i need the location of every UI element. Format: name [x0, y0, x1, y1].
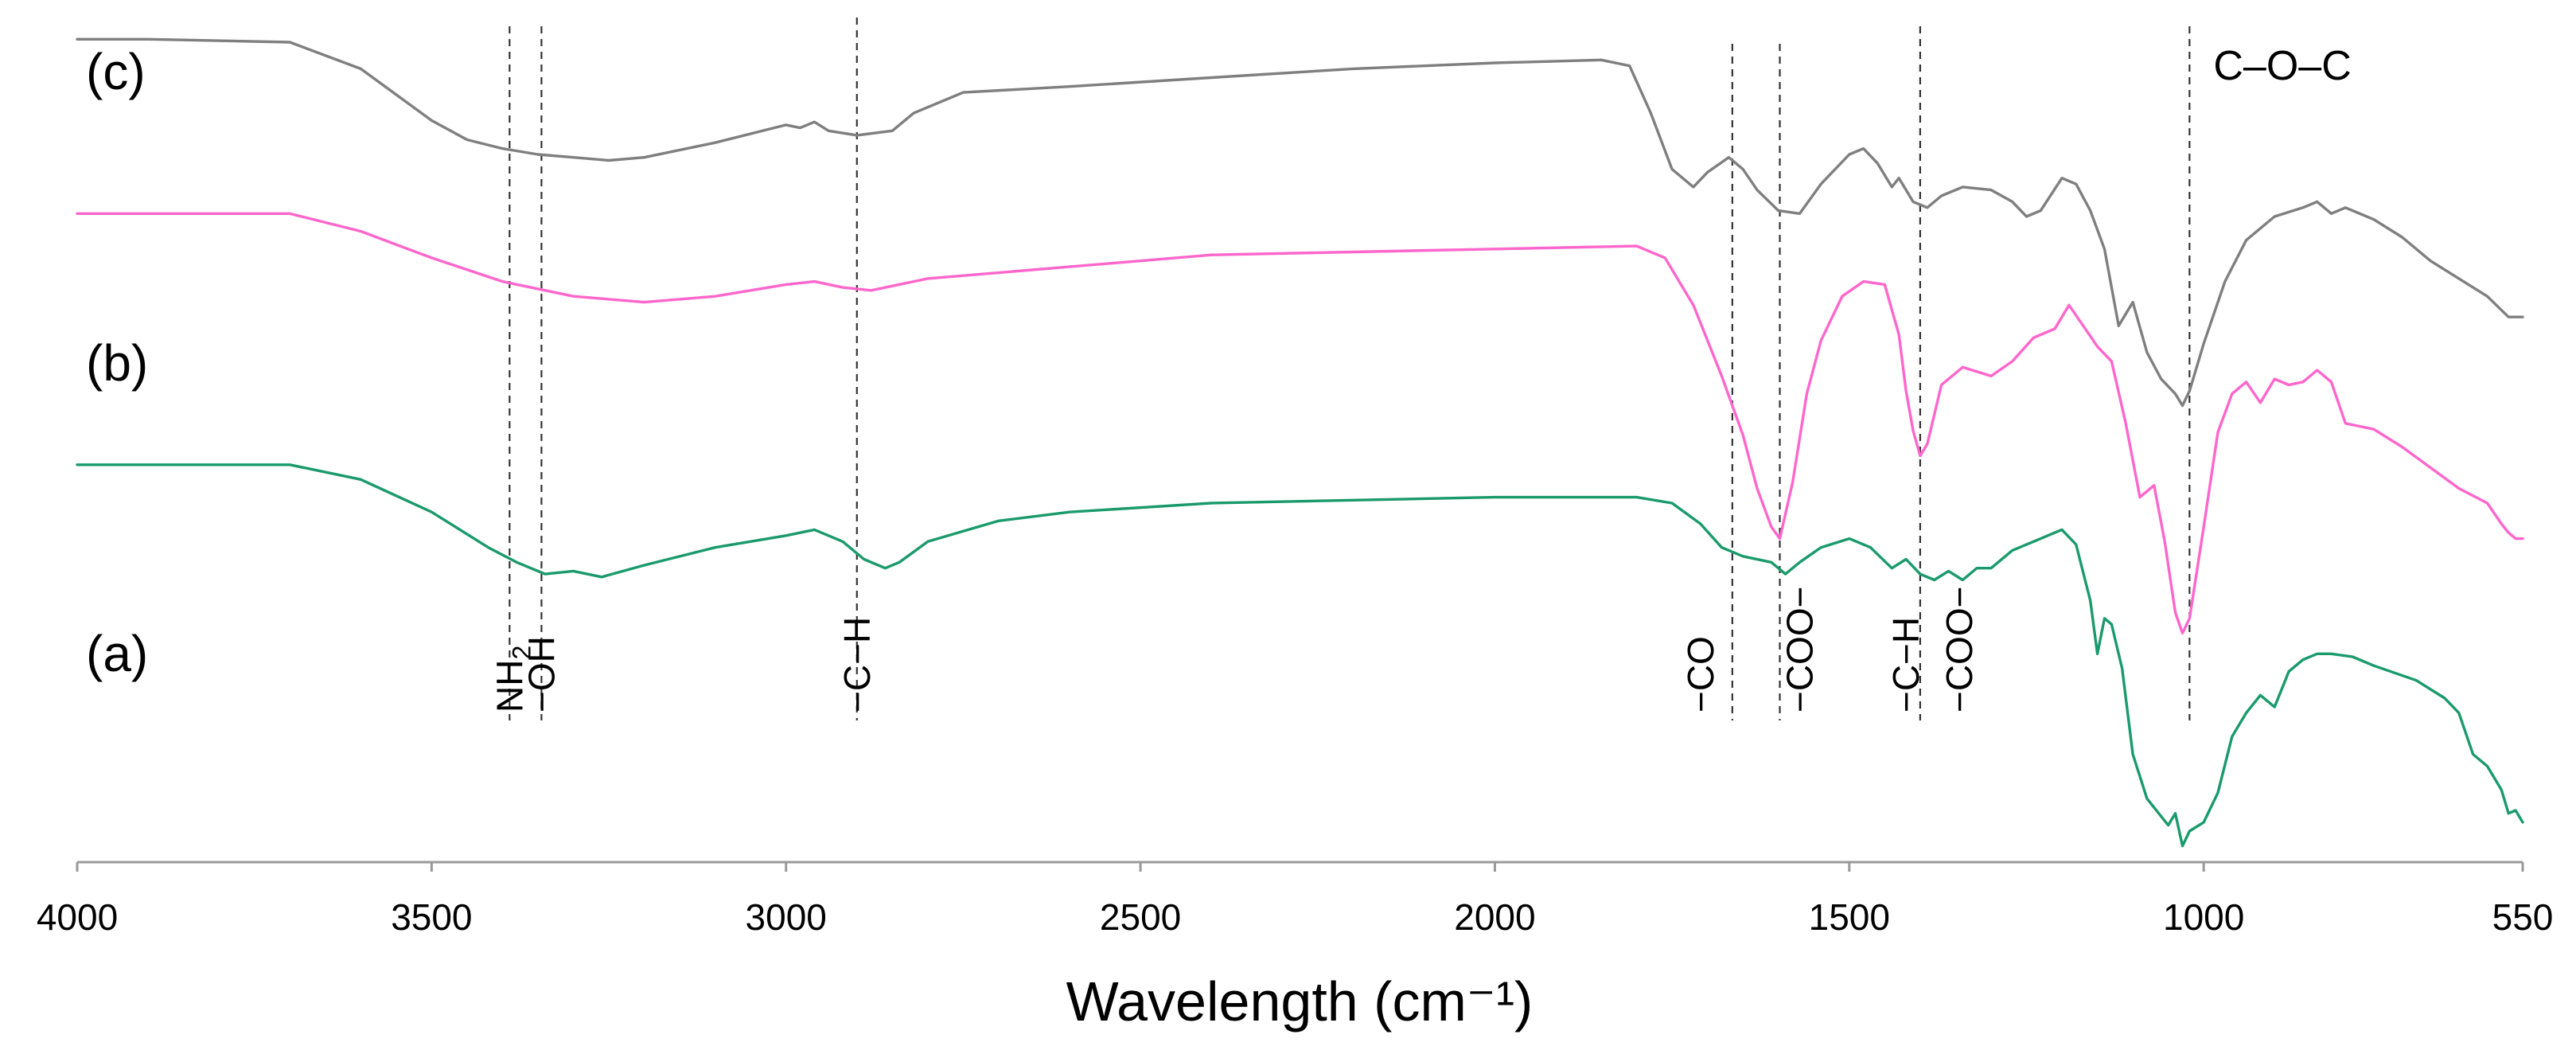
series-line-a: [76, 463, 2524, 848]
peak-label: −CO: [1680, 636, 1721, 712]
x-tick-label: 550: [2492, 896, 2554, 938]
peak-label-subscript: 2: [507, 646, 536, 660]
coc-annotation: C–O–C: [2213, 43, 2351, 89]
series-line-c: [76, 37, 2524, 408]
peak-label: −COO−: [1939, 587, 1980, 713]
peak-label: −C−H: [836, 617, 878, 712]
x-tick-label: 2500: [1100, 896, 1181, 938]
series-label: (a): [86, 625, 148, 682]
peak-label: −COO−: [1779, 587, 1821, 713]
peak-label: −OH: [520, 636, 562, 712]
series-label: (c): [86, 43, 146, 100]
series-label: (b): [86, 334, 148, 392]
x-axis-title: Wavelength (cm⁻¹): [1066, 970, 1534, 1033]
x-tick-label: 3500: [391, 896, 472, 938]
series-line-b: [76, 212, 2524, 634]
peak-label: −C−H: [1885, 617, 1927, 712]
x-tick-label: 3000: [746, 896, 827, 938]
x-tick-label: 2000: [1454, 896, 1535, 938]
peak-label: NH2: [489, 646, 536, 712]
x-tick-label: 1500: [1809, 896, 1890, 938]
x-tick-label: 1000: [2163, 896, 2244, 938]
x-tick-label: 4000: [37, 896, 118, 938]
